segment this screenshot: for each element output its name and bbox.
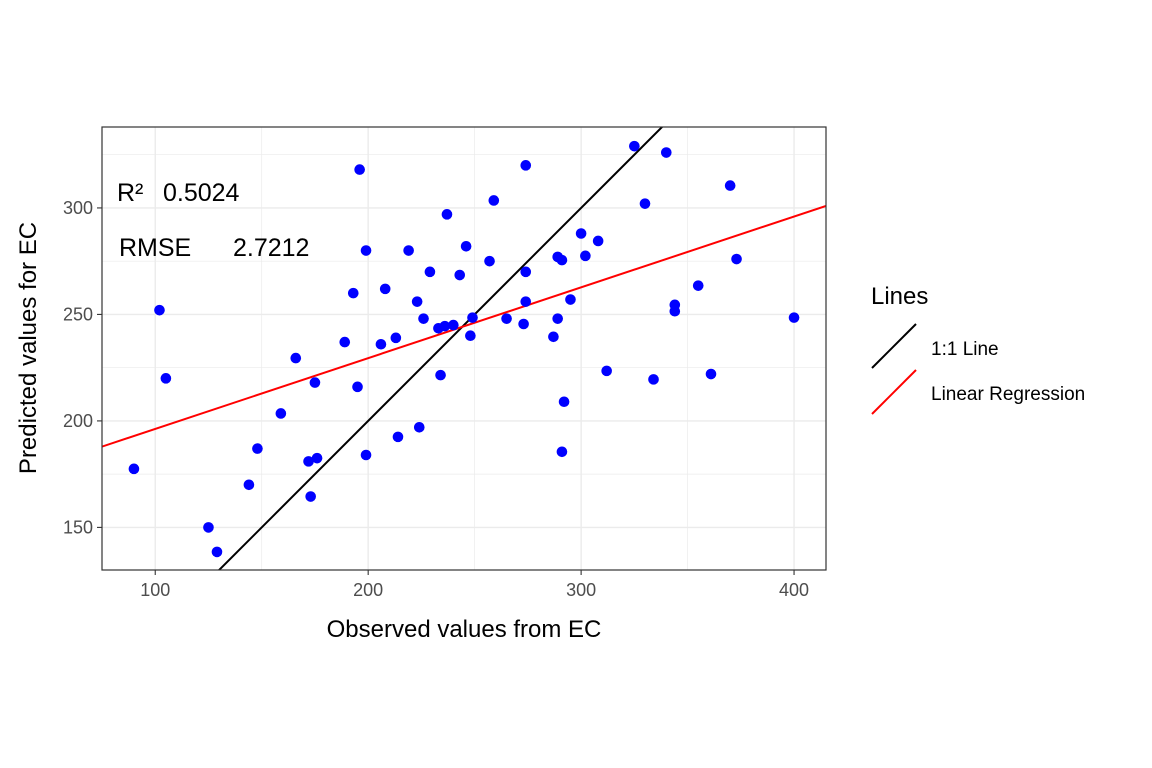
data-point — [413, 422, 425, 433]
data-point — [488, 195, 500, 206]
plot-panel-border — [101, 126, 827, 571]
data-point — [501, 313, 512, 324]
reference-lines — [102, 127, 826, 570]
one-to-one-line — [217, 127, 664, 570]
rmse-label: RMSE — [119, 234, 191, 262]
data-point — [435, 369, 446, 381]
data-point — [347, 287, 359, 299]
data-point — [448, 319, 459, 331]
data-point — [556, 446, 568, 458]
data-point — [439, 320, 451, 332]
data-point — [518, 318, 529, 330]
data-point — [290, 352, 302, 364]
data-point — [575, 228, 587, 239]
data-point — [548, 331, 559, 343]
data-point — [520, 160, 532, 171]
y-tick-label: 150 — [63, 517, 93, 537]
data-point — [460, 240, 472, 252]
data-point — [705, 368, 717, 380]
data-point — [243, 479, 255, 491]
x-tick-label: 100 — [140, 580, 170, 600]
data-point — [411, 296, 423, 307]
plot-panel-background — [102, 127, 826, 570]
data-point — [669, 305, 681, 317]
data-point — [424, 266, 436, 278]
x-axis-ticks: 100 200 300 400 — [140, 570, 809, 600]
data-point — [203, 522, 214, 533]
data-point — [552, 313, 563, 324]
grid-lines — [102, 127, 826, 570]
x-tick-label: 400 — [779, 580, 809, 600]
legend-label-1to1-line: 1:1 Line — [931, 339, 999, 360]
legend-key-1to1-line — [871, 323, 917, 369]
data-point — [354, 164, 365, 175]
data-point — [692, 280, 704, 291]
linear-regression-line — [102, 204, 826, 448]
data-point — [418, 313, 429, 324]
data-point — [392, 431, 404, 443]
y-axis-title: Predicted values for EC — [15, 222, 42, 474]
data-point — [660, 147, 672, 158]
data-point — [352, 381, 363, 393]
x-tick-label: 200 — [353, 580, 383, 600]
legend: Lines 1:1 Line Linear Regression — [871, 283, 1085, 415]
data-point — [211, 546, 223, 558]
data-point — [309, 377, 321, 388]
data-point — [467, 312, 478, 323]
data-point — [565, 294, 576, 305]
data-point — [311, 452, 323, 464]
data-point — [639, 198, 651, 209]
y-tick-label: 250 — [63, 304, 93, 324]
data-point — [454, 269, 466, 281]
data-point — [379, 283, 391, 295]
data-point — [465, 330, 476, 342]
data-point — [556, 254, 568, 266]
data-point — [580, 250, 591, 262]
data-point — [724, 180, 736, 191]
r2-label: R² — [117, 179, 143, 207]
data-point — [305, 491, 316, 502]
legend-label-linear-regression: Linear Regression — [931, 384, 1085, 405]
data-point — [275, 408, 287, 419]
data-point — [441, 209, 453, 220]
data-point — [520, 296, 532, 307]
data-point — [128, 463, 140, 475]
data-point — [788, 312, 800, 323]
data-point — [558, 396, 570, 408]
x-axis-title: Observed values from EC — [327, 616, 602, 643]
legend-title: Lines — [871, 283, 928, 310]
data-points — [128, 140, 800, 558]
legend-key-linear-regression — [871, 369, 917, 415]
data-point — [520, 266, 532, 278]
data-point — [303, 456, 314, 467]
data-point — [403, 245, 414, 256]
y-tick-label: 200 — [63, 411, 93, 431]
data-point — [154, 304, 165, 316]
data-point — [592, 235, 604, 247]
x-tick-label: 300 — [566, 580, 596, 600]
data-point — [629, 140, 640, 152]
data-point — [648, 374, 659, 385]
data-point — [360, 245, 372, 256]
data-point — [390, 332, 402, 344]
data-point — [731, 253, 742, 265]
data-point — [360, 449, 372, 461]
data-point — [601, 365, 612, 377]
r2-value: 0.5024 — [163, 179, 240, 207]
y-tick-label: 300 — [63, 198, 93, 218]
data-point — [160, 373, 172, 384]
data-point — [339, 336, 351, 348]
data-point — [375, 338, 387, 350]
data-point — [484, 255, 495, 267]
rmse-value: 2.7212 — [233, 234, 309, 262]
y-axis-ticks: 150 200 250 300 — [63, 198, 102, 537]
data-point — [252, 443, 263, 454]
